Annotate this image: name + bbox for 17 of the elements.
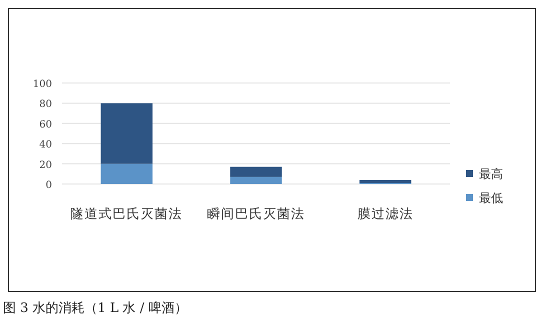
y-tick-label: 0 [46, 180, 52, 191]
y-tick-label: 40 [39, 140, 52, 151]
y-tick-label: 100 [32, 79, 52, 90]
caption: 图 3 水的消耗（1 L 水 / 啤酒） [3, 301, 188, 316]
y-tick-label: 80 [39, 99, 52, 110]
bar [230, 166, 282, 177]
legend-label: 最高 [479, 167, 503, 181]
x-tick-label: 隧道式巴氏灭菌法 [70, 207, 183, 222]
bar [359, 180, 412, 183]
bar [230, 176, 282, 184]
y-tick-label: 20 [39, 160, 52, 171]
legend-label: 最低 [479, 191, 503, 205]
bar [100, 164, 153, 184]
x-tick-label: 膜过滤法 [357, 207, 414, 222]
bar [100, 103, 153, 164]
y-tick-label: 60 [39, 119, 52, 130]
x-tick-label: 瞬间巴氏灭菌法 [207, 207, 305, 222]
